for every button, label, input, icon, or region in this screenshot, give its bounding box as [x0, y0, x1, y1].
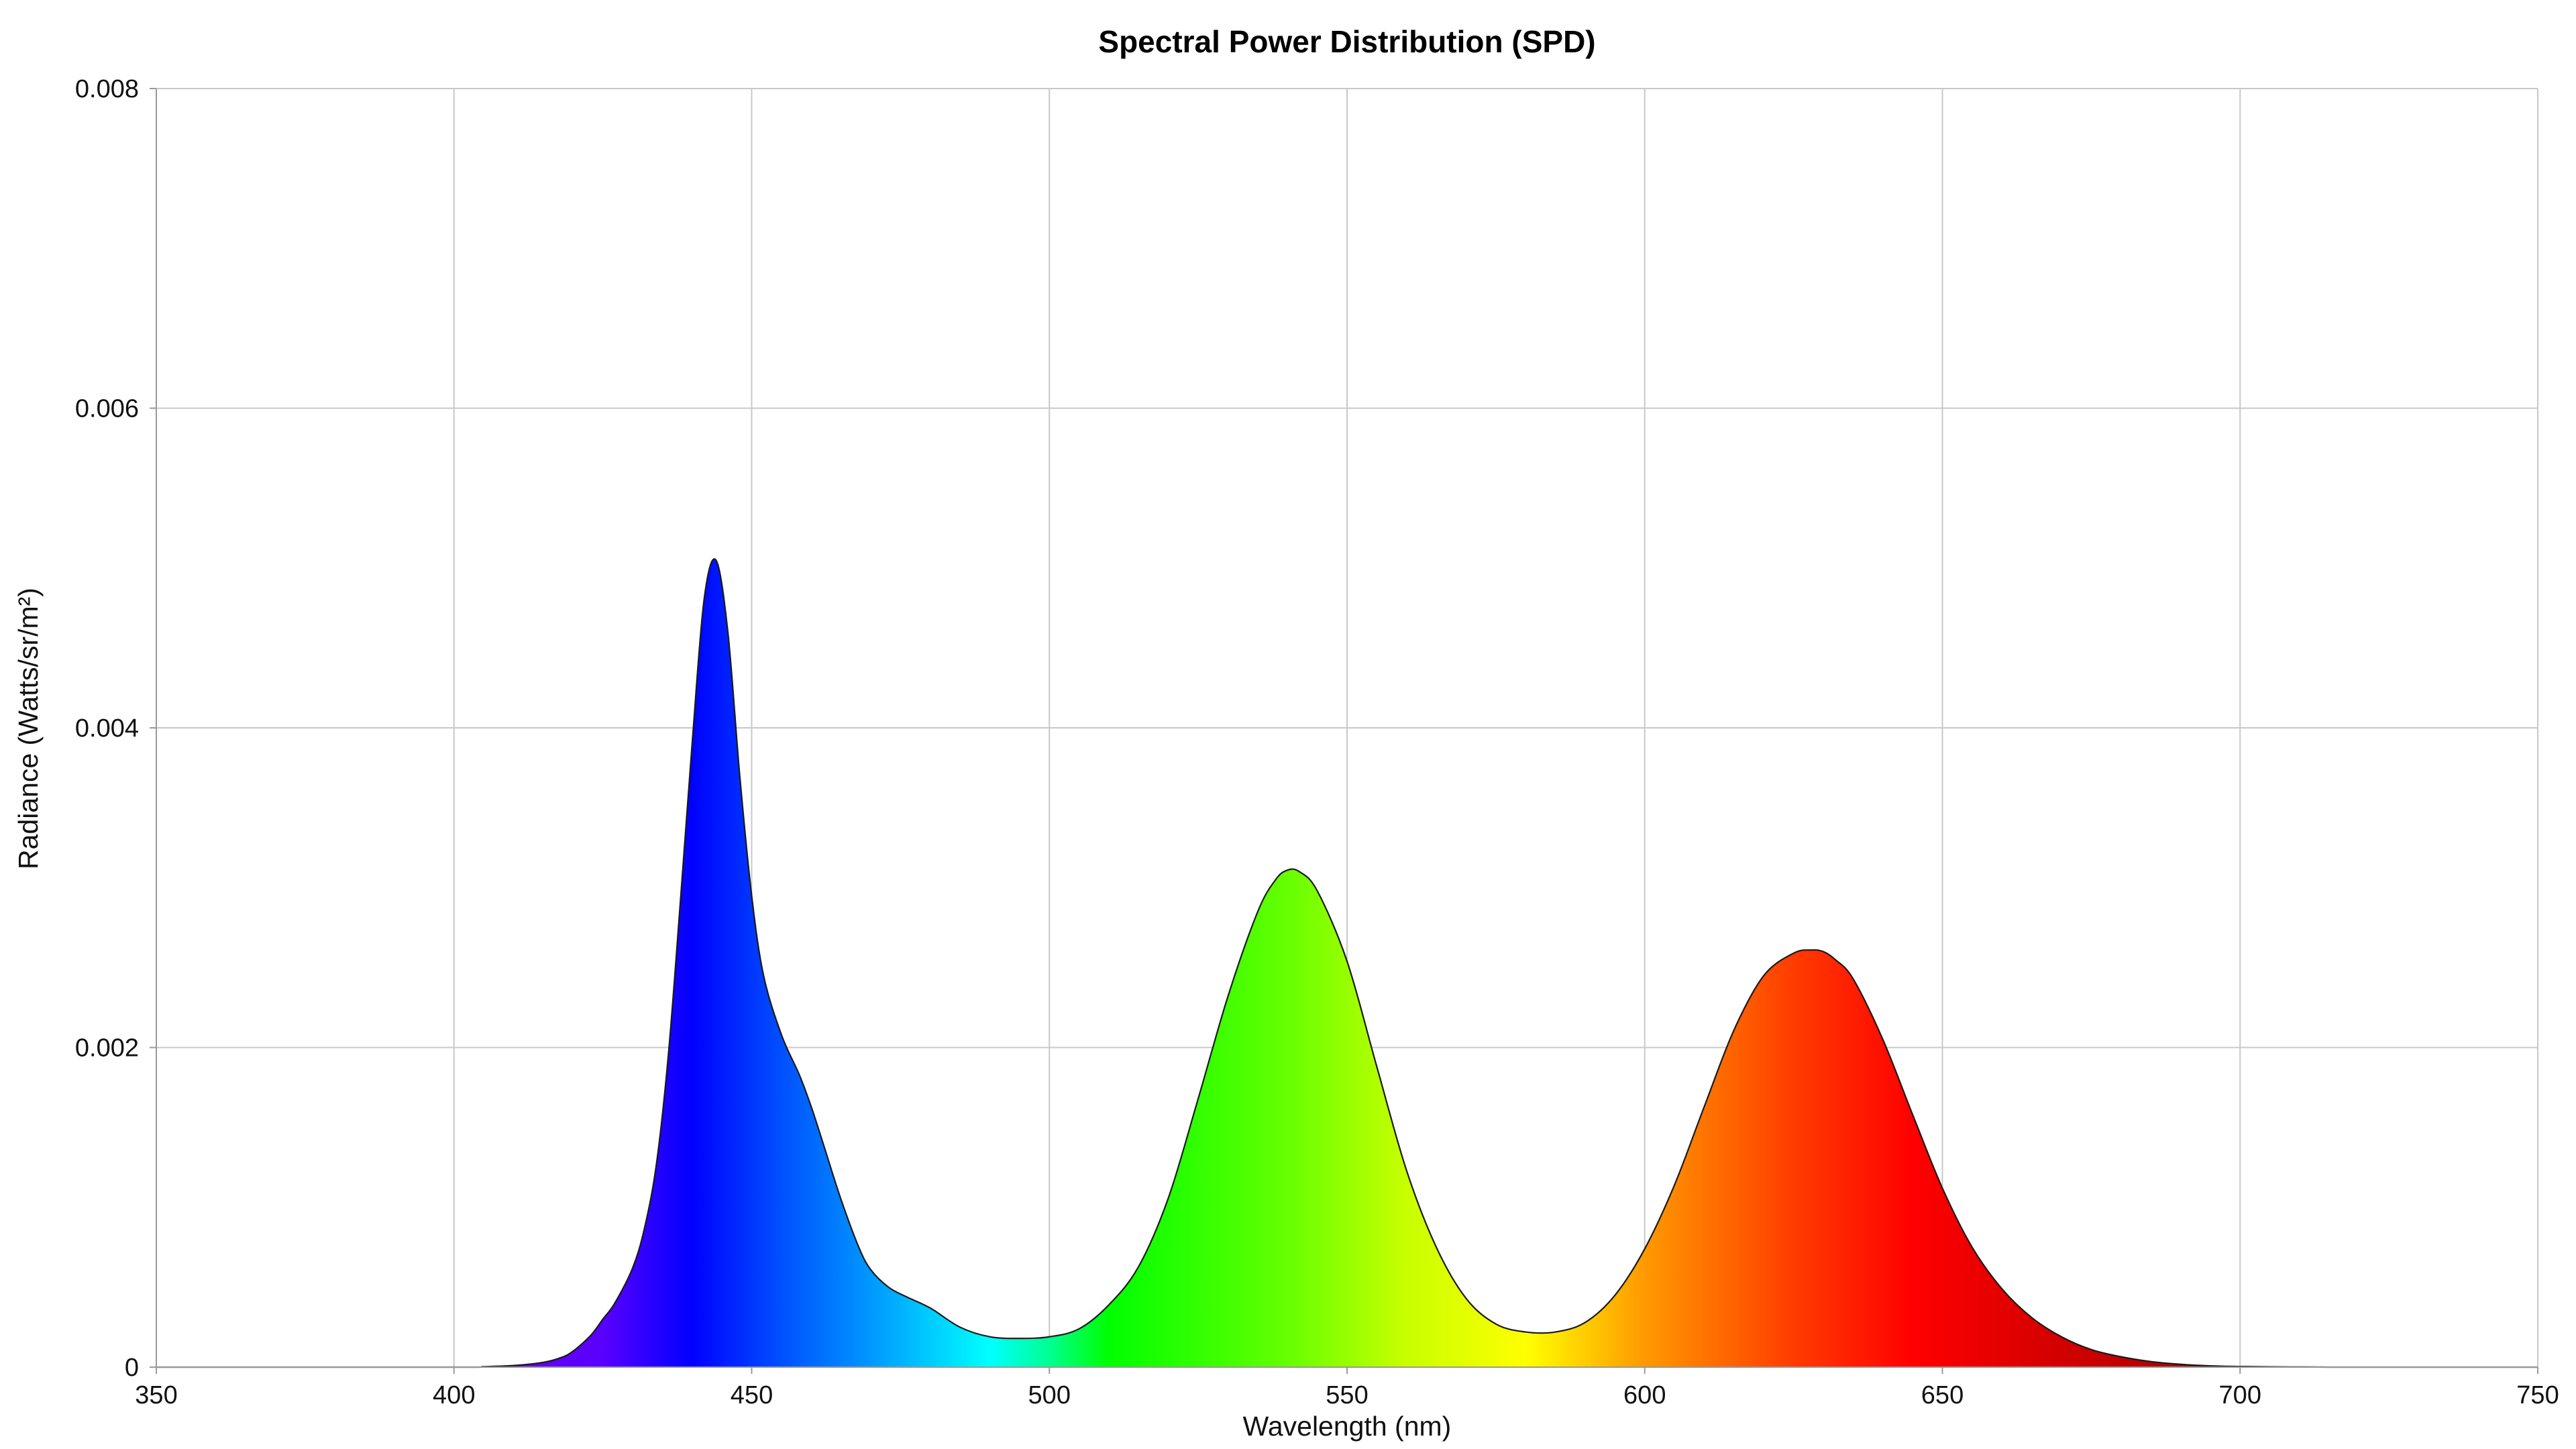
x-tick-label: 550 — [1326, 1381, 1368, 1409]
x-tick-label: 350 — [135, 1381, 177, 1409]
x-tick-labels: 350 400 450 500 550 600 650 700 750 — [135, 1367, 2559, 1409]
y-tick-label: 0.004 — [75, 714, 139, 743]
x-tick-label: 700 — [2219, 1381, 2261, 1409]
x-tick-label: 650 — [1921, 1381, 1964, 1409]
y-tick-label: 0.006 — [75, 395, 139, 423]
x-tick-label: 600 — [1623, 1381, 1666, 1409]
x-tick-label: 400 — [433, 1381, 475, 1409]
y-axis-label: Radiance (Watts/sr/m²) — [13, 588, 44, 869]
y-tick-label: 0.008 — [75, 75, 139, 103]
x-tick-label: 750 — [2516, 1381, 2559, 1409]
chart-title: Spectral Power Distribution (SPD) — [1098, 24, 1595, 59]
x-tick-label: 450 — [731, 1381, 773, 1409]
y-tick-label: 0.002 — [75, 1034, 139, 1063]
y-tick-label: 0 — [125, 1354, 139, 1382]
y-tick-labels: 0 0.002 0.004 0.006 0.008 — [75, 75, 156, 1382]
x-tick-label: 500 — [1028, 1381, 1071, 1409]
spectrum-area-group — [156, 558, 2538, 1368]
spectrum-line — [156, 558, 2538, 1368]
x-axis-label: Wavelength (nm) — [1243, 1411, 1452, 1442]
